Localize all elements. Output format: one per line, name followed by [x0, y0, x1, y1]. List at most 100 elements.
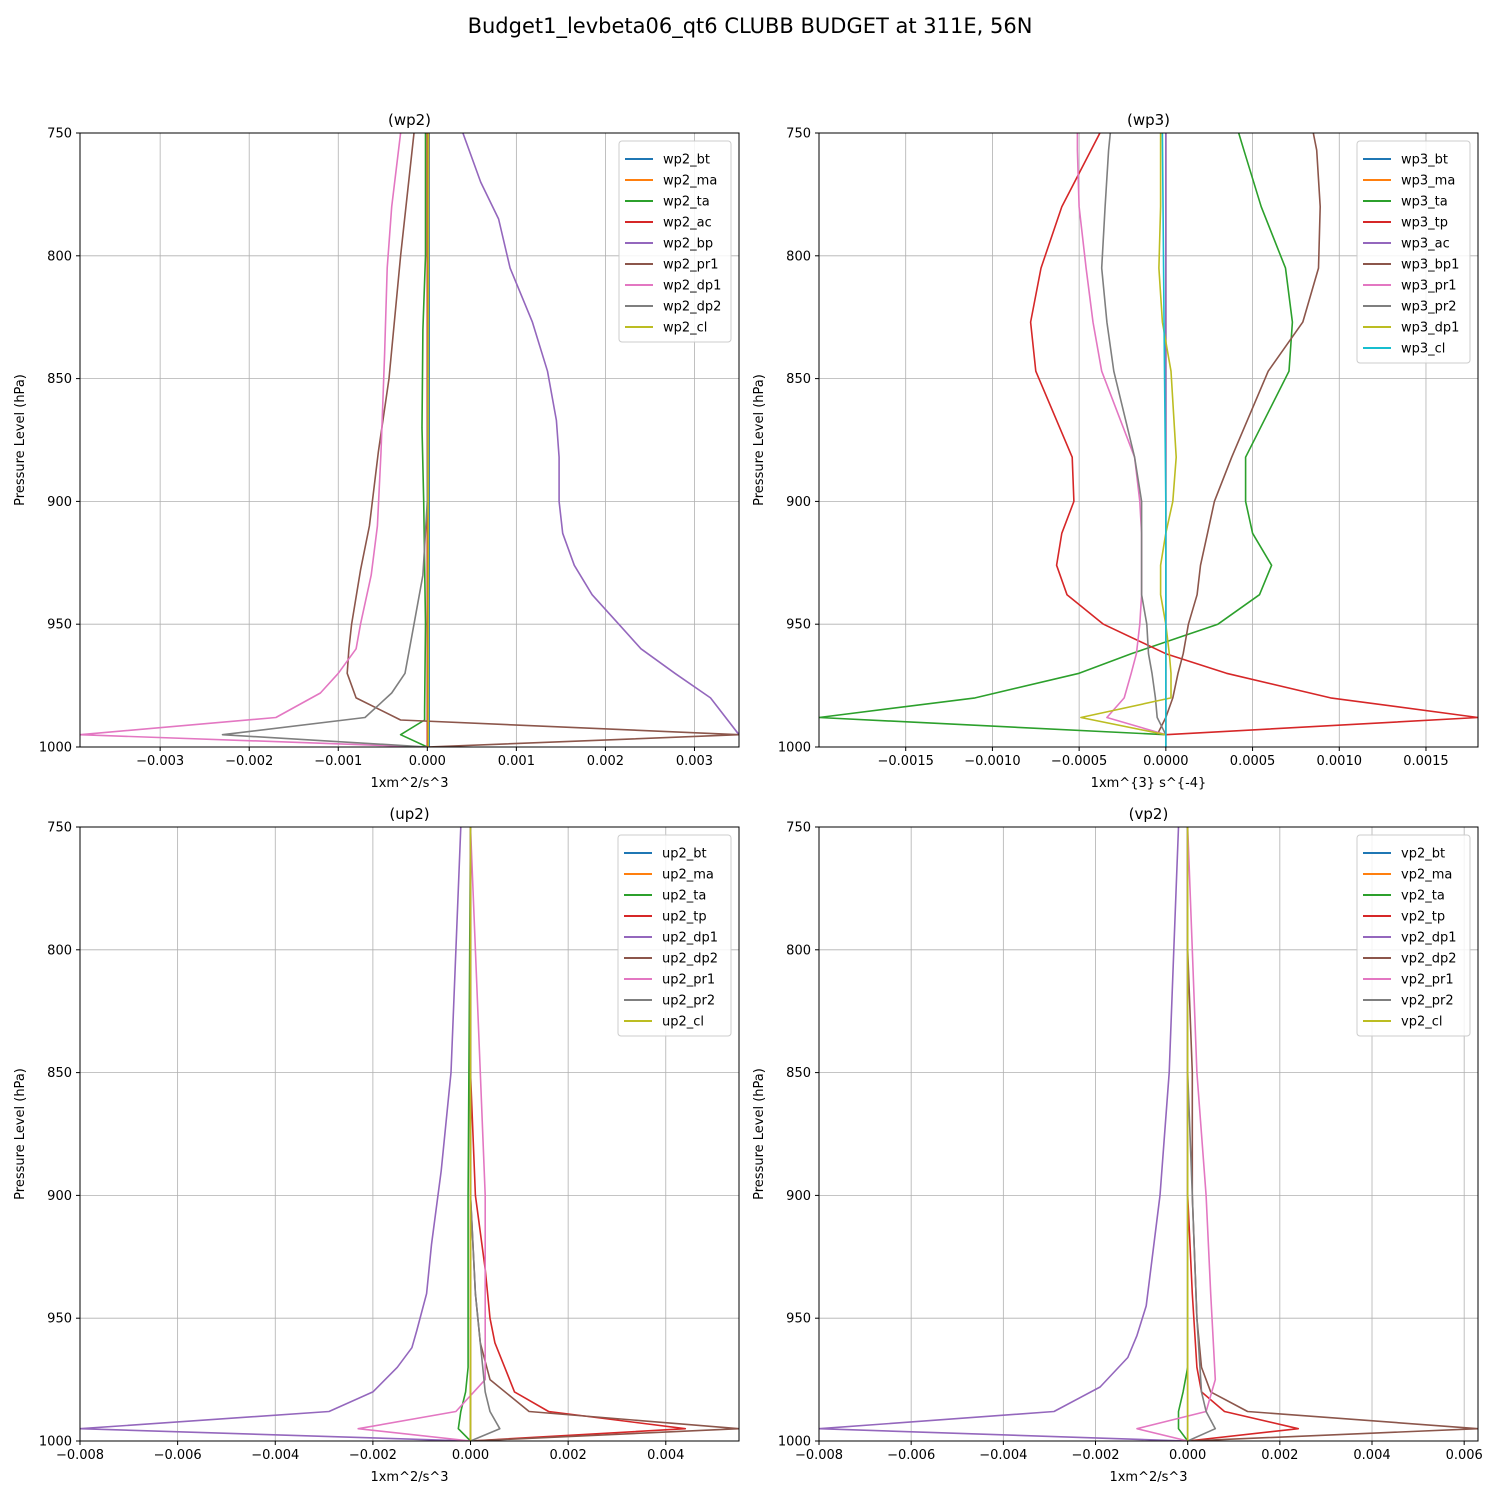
x-tick-label: −0.004: [251, 1448, 299, 1463]
legend-label: wp3_ma: [1401, 174, 1455, 189]
x-tick-label: −0.008: [795, 1448, 843, 1463]
series-line-wp3_cl: [1161, 133, 1167, 747]
panel-3: −0.008 −0.006 −0.004 −0.002 0.000 0.002 0.004 0…: [752, 805, 1483, 1485]
x-tick-label: 0.004: [1353, 1448, 1390, 1463]
series-line-wp3_ta: [819, 133, 1294, 736]
legend-box: [1356, 140, 1471, 364]
x-tick-label: −0.002: [1071, 1448, 1119, 1463]
x-tick-label: 0.000: [1169, 1448, 1206, 1463]
y-tick-label: 1000: [778, 1435, 811, 1450]
legend-label: wp3_dp1: [1401, 321, 1459, 336]
legend-label: vp2_tp: [1401, 910, 1445, 925]
y-axis-label: Pressure Level (hPa): [752, 1068, 767, 1200]
x-tick-label: −0.004: [979, 1448, 1027, 1463]
x-tick-label: 0.0010: [1317, 754, 1363, 769]
x-axis-label: 1xm^2/s^3: [370, 776, 448, 791]
x-tick-label: −0.0010: [964, 754, 1020, 769]
x-axis-label: 1xm^2/s^3: [370, 1470, 448, 1485]
plot-frame: [818, 826, 1479, 1442]
legend-label: wp3_ta: [1401, 195, 1448, 210]
series-line-vp2_tp: [1186, 827, 1300, 1441]
x-tick-label: −0.008: [56, 1448, 104, 1463]
legend-box: [1356, 834, 1471, 1037]
legend-label: wp2_ac: [663, 216, 712, 231]
legend: wp2_bt wp2_ma wp2_ta wp2_ac wp2_bp wp2_pr1 wp2…: [618, 140, 732, 343]
y-tick-label: 950: [786, 618, 811, 633]
series-line-up2_ta: [457, 827, 472, 1441]
x-tick-label: 0.0005: [1230, 754, 1276, 769]
x-tick-label: 0.006: [1446, 1448, 1483, 1463]
y-tick-label: 1000: [778, 741, 811, 756]
panel-title: (up2): [389, 805, 429, 823]
y-tick-label: 750: [47, 821, 72, 836]
y-tick-label: 800: [47, 943, 72, 958]
legend-label: up2_ta: [662, 889, 706, 904]
legend: up2_bt up2_ma up2_ta up2_tp up2_dp1 up2_dp2up…: [617, 834, 732, 1037]
x-tick-label: 0.001: [498, 754, 535, 769]
legend-label: wp2_ta: [663, 195, 710, 210]
legend-label: wp3_ac: [1401, 237, 1450, 252]
x-tick-label: 0.0015: [1403, 754, 1449, 769]
legend: wp3_bt wp3_ma wp3_ta wp3_tp wp3_ac wp3_bp1 wp3…: [1356, 140, 1471, 364]
series-line-wp2_bp: [462, 133, 739, 736]
y-tick-label: 1000: [39, 1435, 72, 1450]
x-tick-label: −0.001: [314, 754, 362, 769]
y-tick-label: 800: [786, 249, 811, 264]
x-tick-label: −0.006: [154, 1448, 202, 1463]
y-tick-label: 850: [47, 372, 72, 387]
series-line-vp2_ta: [1177, 827, 1189, 1441]
legend-label: wp2_cl: [663, 321, 707, 336]
x-tick-label: 0.002: [1261, 1448, 1298, 1463]
x-tick-label: −0.002: [225, 754, 273, 769]
plot-frame: [79, 826, 740, 1442]
series-line-wp2_pr1: [346, 133, 739, 747]
series-line-wp2_dp2: [221, 133, 430, 747]
x-tick-label: −0.003: [136, 754, 184, 769]
legend-label: wp3_tp: [1401, 216, 1448, 231]
legend-label: vp2_pr1: [1401, 973, 1454, 988]
series-group: [80, 827, 739, 1441]
x-tick-label: 0.000: [452, 1448, 489, 1463]
y-tick-label: 850: [786, 372, 811, 387]
legend-label: up2_pr2: [662, 994, 715, 1009]
y-tick-label: 900: [786, 495, 811, 510]
legend-label: up2_cl: [662, 1015, 704, 1030]
legend-label: up2_bt: [662, 847, 707, 862]
plot-frame: [79, 132, 740, 748]
series-line-up2_dp1: [80, 827, 471, 1441]
x-tick-label: −0.0015: [878, 754, 934, 769]
x-tick-label: −0.0005: [1051, 754, 1107, 769]
series-line-wp3_pr2: [1100, 133, 1167, 736]
legend-label: wp2_bt: [663, 153, 710, 168]
y-tick-label: 750: [786, 821, 811, 836]
y-tick-label: 950: [47, 618, 72, 633]
y-tick-label: 1000: [39, 741, 72, 756]
x-axis-label: 1xm^{3} s^{-4}: [1091, 776, 1207, 791]
legend-label: wp3_bp1: [1401, 258, 1459, 273]
y-tick-label: 800: [786, 943, 811, 958]
legend: vp2_bt vp2_ma vp2_ta vp2_tp vp2_dp1 vp2_dp2vp…: [1356, 834, 1471, 1037]
series-line-up2_pr2: [469, 827, 501, 1441]
panel-title: (wp2): [388, 111, 431, 129]
x-tick-label: 0.002: [550, 1448, 587, 1463]
panel-title: (vp2): [1129, 805, 1169, 823]
panel-title: (wp3): [1127, 111, 1170, 129]
series-line-wp2_ta: [399, 133, 428, 747]
y-axis-label: Pressure Level (hPa): [13, 374, 28, 506]
y-tick-label: 800: [47, 249, 72, 264]
series-line-wp2_dp1: [80, 133, 428, 747]
y-tick-label: 850: [786, 1066, 811, 1081]
legend-label: up2_ma: [662, 868, 714, 883]
x-tick-label: 0.002: [587, 754, 624, 769]
x-tick-label: 0.003: [676, 754, 713, 769]
series-line-wp3_dp1: [1080, 133, 1177, 736]
x-tick-label: 0.000: [409, 754, 446, 769]
legend-label: wp2_pr1: [663, 258, 719, 273]
y-tick-label: 900: [47, 1189, 72, 1204]
legend-label: vp2_bt: [1401, 847, 1445, 862]
series-line-up2_pr1: [357, 827, 487, 1441]
x-tick-label: 0.0000: [1143, 754, 1189, 769]
legend-label: wp2_dp2: [663, 300, 721, 315]
series-line-wp3_tp: [1029, 133, 1478, 736]
legend-label: vp2_ta: [1401, 889, 1445, 904]
